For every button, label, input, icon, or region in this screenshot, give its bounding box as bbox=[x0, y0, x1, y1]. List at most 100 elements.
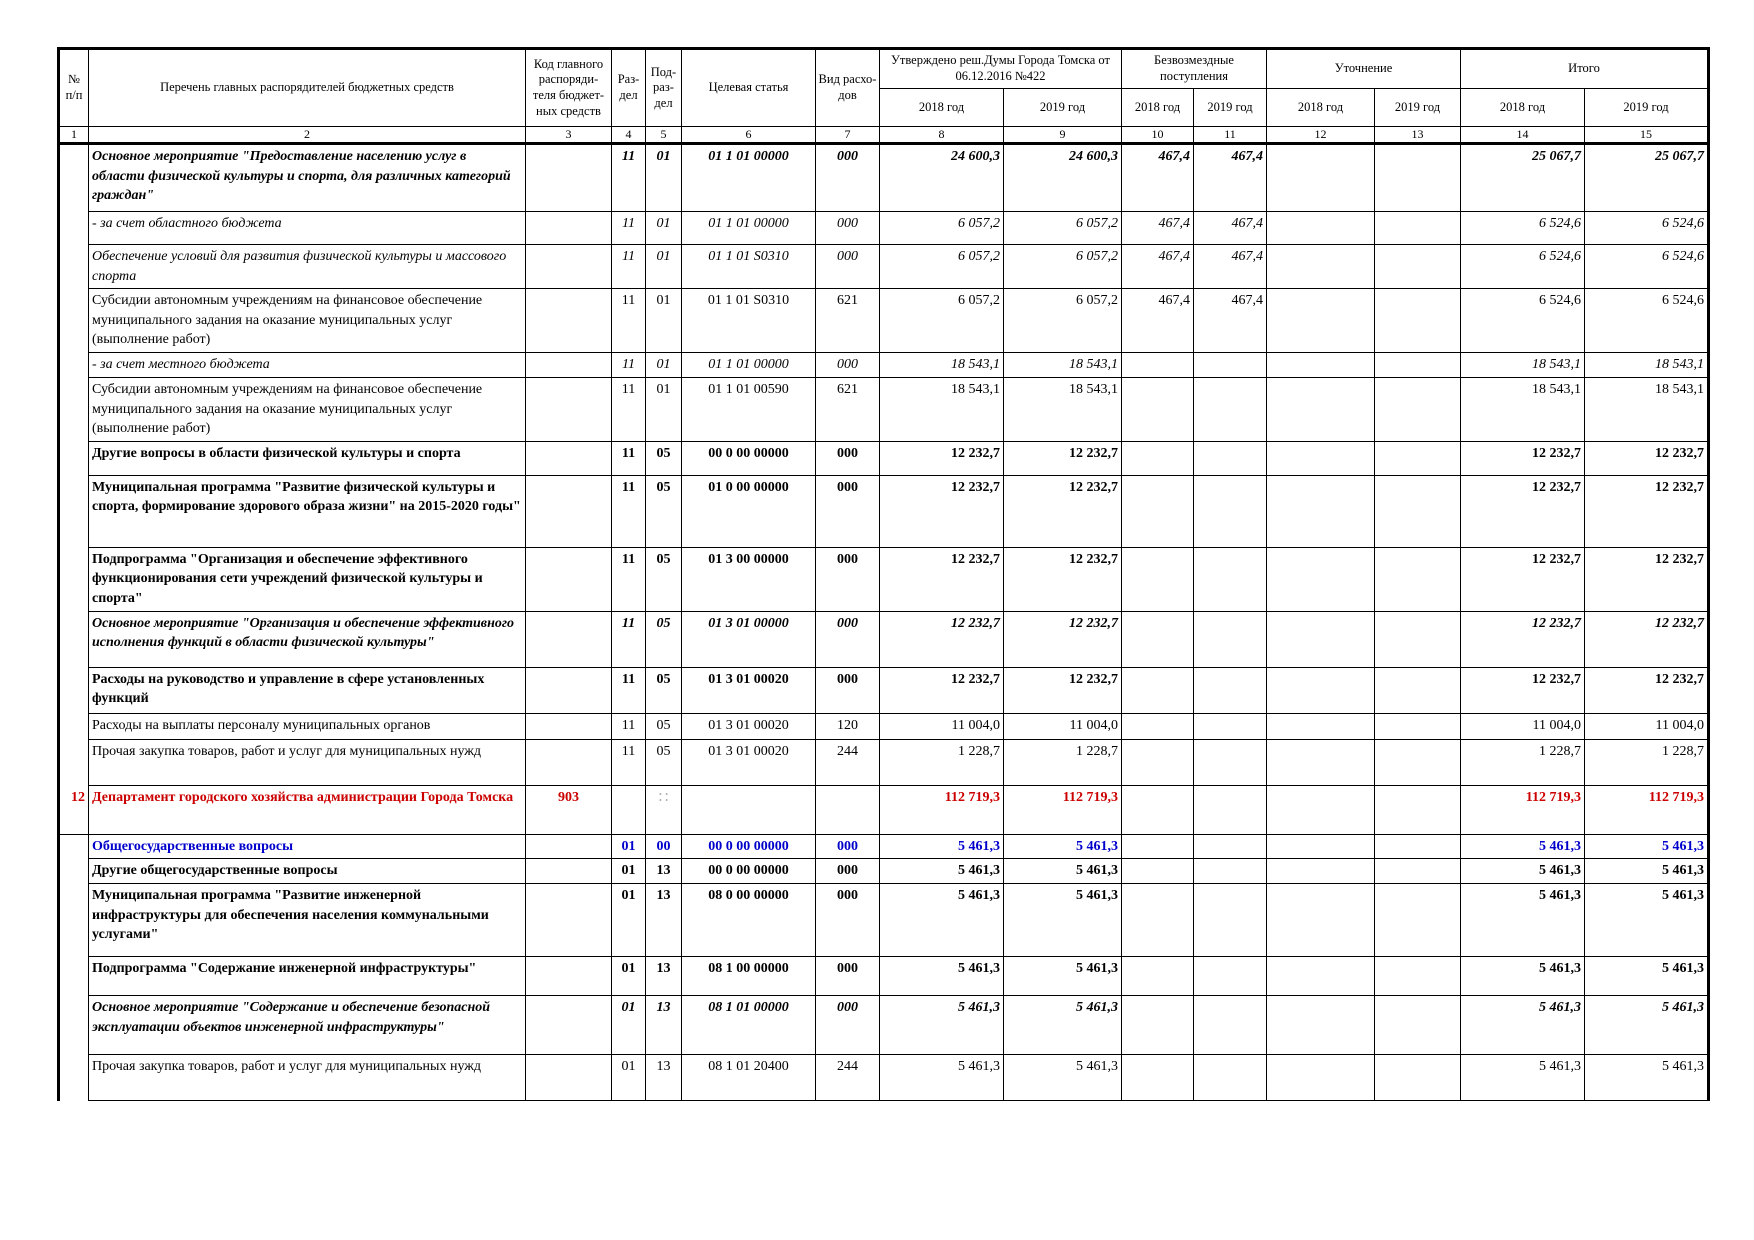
clarify-2019-cell bbox=[1374, 784, 1461, 835]
total-2018-cell: 5 461,3 bbox=[1460, 956, 1585, 997]
row-number-cell bbox=[57, 858, 89, 884]
clarify-2019-cell bbox=[1374, 666, 1461, 714]
total-2019-cell: 12 232,7 bbox=[1584, 546, 1710, 612]
header-col-number: № п/п bbox=[57, 47, 89, 127]
vid-cell: 000 bbox=[815, 211, 880, 245]
razdel-cell: 11 bbox=[611, 546, 646, 612]
name-cell: Общегосударственные вопросы bbox=[88, 833, 526, 860]
table-row: Обеспечение условий для развития физичес… bbox=[57, 243, 1710, 290]
clarify-2018-cell bbox=[1266, 858, 1375, 885]
header-col-razdel: Раз-дел bbox=[611, 47, 646, 127]
podrazdel-cell: 05 bbox=[645, 610, 682, 668]
free-2019-cell bbox=[1193, 440, 1267, 476]
podrazdel-cell: 05 bbox=[645, 712, 682, 740]
total-2019-cell: 18 543,1 bbox=[1584, 376, 1710, 442]
free-2019-cell bbox=[1193, 712, 1267, 740]
clarify-2019-cell bbox=[1374, 351, 1461, 378]
target-cell: 01 1 01 S0310 bbox=[681, 288, 816, 353]
column-number-cell: 5 bbox=[645, 126, 682, 145]
table-row: Основное мероприятие "Организация и обес… bbox=[57, 610, 1710, 668]
free-2018-cell: 467,4 bbox=[1121, 143, 1194, 212]
target-cell: 01 1 01 00590 bbox=[681, 376, 816, 442]
vid-cell: 120 bbox=[815, 712, 880, 740]
total-2018-cell: 5 461,3 bbox=[1460, 858, 1585, 885]
vid-cell: 000 bbox=[815, 351, 880, 378]
total-2018-cell: 18 543,1 bbox=[1460, 351, 1585, 378]
clarify-2018-cell bbox=[1266, 351, 1375, 378]
total-2019-cell: 18 543,1 bbox=[1584, 351, 1710, 378]
vid-cell: 000 bbox=[815, 610, 880, 668]
free-2018-cell: 467,4 bbox=[1121, 288, 1194, 353]
code-cell bbox=[525, 883, 612, 958]
name-cell: Подпрограмма "Содержание инженерной инфр… bbox=[88, 956, 526, 997]
approved-2018-cell: 12 232,7 bbox=[879, 666, 1004, 714]
total-2018-cell: 1 228,7 bbox=[1460, 738, 1585, 786]
vid-cell: 000 bbox=[815, 243, 880, 290]
free-2019-cell bbox=[1193, 995, 1267, 1056]
table-row: Прочая закупка товаров, работ и услуг дл… bbox=[57, 738, 1710, 786]
total-2019-cell: 6 524,6 bbox=[1584, 243, 1710, 290]
clarify-2018-cell bbox=[1266, 474, 1375, 548]
total-2018-cell: 12 232,7 bbox=[1460, 610, 1585, 668]
column-number-cell: 14 bbox=[1460, 126, 1585, 145]
target-cell: 00 0 00 00000 bbox=[681, 833, 816, 860]
free-2019-cell bbox=[1193, 546, 1267, 612]
clarify-2018-cell bbox=[1266, 143, 1375, 212]
free-2019-cell bbox=[1193, 474, 1267, 548]
podrazdel-cell: 05 bbox=[645, 546, 682, 612]
clarify-2019-cell bbox=[1374, 1054, 1461, 1102]
table-row: Общегосударственные вопросы 01 00 00 0 00 0… bbox=[57, 833, 1710, 860]
name-cell: Подпрограмма "Организация и обеспечение … bbox=[88, 546, 526, 612]
total-2019-cell: 6 524,6 bbox=[1584, 288, 1710, 353]
free-2018-cell bbox=[1121, 610, 1194, 668]
target-cell bbox=[681, 784, 816, 835]
razdel-cell: 11 bbox=[611, 211, 646, 245]
total-2019-cell: 11 004,0 bbox=[1584, 712, 1710, 740]
vid-cell: 244 bbox=[815, 738, 880, 786]
vid-cell: 000 bbox=[815, 858, 880, 885]
clarify-2018-cell bbox=[1266, 288, 1375, 353]
column-number-cell: 6 bbox=[681, 126, 816, 145]
clarify-2019-cell bbox=[1374, 610, 1461, 668]
table-row: - за счет областного бюджета 11 01 01 1 01 … bbox=[57, 211, 1710, 245]
podrazdel-cell: 05 bbox=[645, 474, 682, 548]
clarify-2018-cell bbox=[1266, 211, 1375, 245]
vid-cell bbox=[815, 784, 880, 835]
free-2019-cell bbox=[1193, 351, 1267, 378]
total-2018-cell: 6 524,6 bbox=[1460, 243, 1585, 290]
vid-cell: 621 bbox=[815, 376, 880, 442]
free-2018-cell bbox=[1121, 956, 1194, 997]
approved-2018-cell: 12 232,7 bbox=[879, 610, 1004, 668]
free-2019-cell: 467,4 bbox=[1193, 143, 1267, 212]
podrazdel-cell: 13 bbox=[645, 858, 682, 885]
table-row: Расходы на руководство и управление в сф… bbox=[57, 666, 1710, 714]
clarify-2019-cell bbox=[1374, 858, 1461, 885]
approved-2018-cell: 6 057,2 bbox=[879, 288, 1004, 353]
vid-cell: 000 bbox=[815, 666, 880, 714]
free-2019-cell bbox=[1193, 738, 1267, 786]
column-number-cell: 1 bbox=[57, 126, 89, 145]
approved-2019-cell: 5 461,3 bbox=[1003, 956, 1122, 997]
target-cell: 01 3 01 00020 bbox=[681, 666, 816, 714]
razdel-cell: 11 bbox=[611, 440, 646, 476]
vid-cell: 000 bbox=[815, 995, 880, 1056]
podrazdel-cell: 01 bbox=[645, 288, 682, 353]
name-cell: Другие общегосударственные вопросы bbox=[88, 858, 526, 885]
row-number-cell bbox=[57, 713, 89, 740]
name-cell: Основное мероприятие "Организация и обес… bbox=[88, 610, 526, 668]
approved-2019-cell: 5 461,3 bbox=[1003, 995, 1122, 1056]
total-2018-cell: 12 232,7 bbox=[1460, 546, 1585, 612]
table-row: Субсидии автономным учреждениям на финан… bbox=[57, 376, 1710, 442]
total-2018-cell: 11 004,0 bbox=[1460, 712, 1585, 740]
code-cell bbox=[525, 211, 612, 245]
vid-cell: 244 bbox=[815, 1054, 880, 1102]
code-cell bbox=[525, 351, 612, 378]
clarify-2018-cell bbox=[1266, 666, 1375, 714]
total-2018-cell: 6 524,6 bbox=[1460, 288, 1585, 353]
vid-cell: 000 bbox=[815, 143, 880, 212]
total-2018-cell: 5 461,3 bbox=[1460, 995, 1585, 1056]
free-2018-cell bbox=[1121, 666, 1194, 714]
approved-2019-cell: 12 232,7 bbox=[1003, 610, 1122, 668]
total-2018-cell: 5 461,3 bbox=[1460, 883, 1585, 958]
row-number-cell bbox=[57, 995, 89, 1055]
